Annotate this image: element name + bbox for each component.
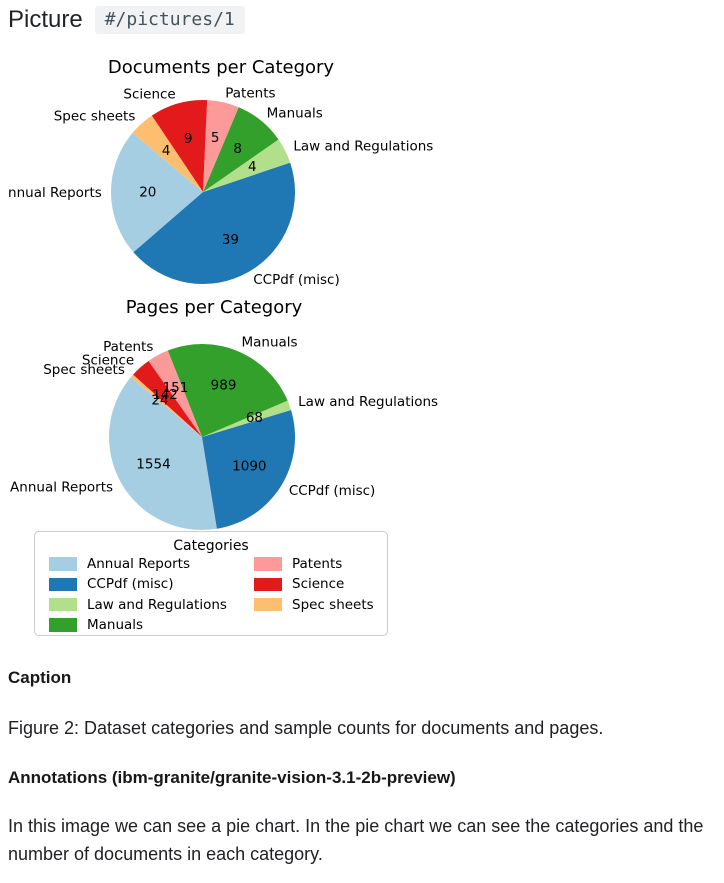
pie-slice-spec-sheets <box>132 115 203 192</box>
caption-text: Figure 2: Dataset categories and sample … <box>8 718 604 738</box>
slice-category-label: Manuals <box>241 335 297 351</box>
pie-slice-patents <box>203 100 239 192</box>
legend-entry-label: CCPdf (misc) <box>87 576 174 593</box>
pie-slice-ccpdf-misc- <box>133 162 295 284</box>
legend-swatch-icon <box>49 577 77 592</box>
slice-value-label: 4 <box>162 143 171 159</box>
slice-value-label: 1090 <box>232 459 266 475</box>
pie-charts-figure: 20 Annual Reports 39 CCPdf (misc) 4 Law and R… <box>8 57 438 530</box>
legend-entry: Patents <box>254 554 374 574</box>
picture-path-badge[interactable]: #/pictures/1 <box>94 6 245 34</box>
pie-slice-manuals <box>167 343 288 437</box>
slice-category-label: Law and Regulations <box>293 138 433 154</box>
legend-swatch-icon <box>254 597 282 612</box>
pie-slice-annual-reports <box>110 132 203 253</box>
pie-slice-annual-reports <box>109 377 217 530</box>
slice-category-label: Science <box>123 87 175 103</box>
legend-entry-label: Patents <box>292 556 343 573</box>
legend-entry: Annual Reports <box>49 554 227 574</box>
pie-slice-manuals <box>203 107 279 192</box>
legend-entry: Science <box>254 574 374 594</box>
caption-heading: Caption <box>8 668 72 687</box>
pie-chart-1: 20 Annual Reports 39 CCPdf (misc) 4 Law and R… <box>8 57 433 288</box>
legend-entry-label: Science <box>292 576 345 593</box>
slice-category-label: CCPdf (misc) <box>253 272 340 288</box>
annotations-heading: Annotations (ibm-granite/granite-vision-… <box>8 768 456 787</box>
pie-slice-science <box>151 99 208 192</box>
legend-swatch-icon <box>254 577 282 592</box>
legend-column-1: Annual Reports CCPdf (misc) Law and Regula… <box>49 554 227 635</box>
slice-category-label: Annual Reports <box>10 480 113 496</box>
pie-slice-spec-sheets <box>130 374 202 437</box>
legend-entry: Spec sheets <box>254 595 374 615</box>
legend-swatch-icon <box>49 618 77 632</box>
slice-value-label: 68 <box>246 410 263 426</box>
slice-value-label: 24 <box>151 392 168 408</box>
legend-swatch-icon <box>254 557 282 571</box>
slice-category-label: Patents <box>103 339 153 355</box>
chart-title: Pages per Category <box>126 297 303 318</box>
slice-category-label: CCPdf (misc) <box>289 483 376 499</box>
annotations-text: In this image we can see a pie chart. In… <box>8 816 704 864</box>
legend-entry: Law and Regulations <box>49 595 227 615</box>
slice-category-label: Law and Regulations <box>298 394 438 410</box>
slice-value-label: 989 <box>211 378 237 394</box>
slice-category-label: Science <box>82 352 134 368</box>
legend-entry-label: Manuals <box>87 617 144 634</box>
slice-value-label: 151 <box>163 380 189 396</box>
pie-slice-law-and-regulations <box>203 139 291 192</box>
pie-slice-law-and-regulations <box>202 400 291 437</box>
legend-entry: Manuals <box>49 615 227 635</box>
pie-slice-science <box>133 360 202 437</box>
legend-swatch-icon <box>49 557 77 571</box>
chart-title: Documents per Category <box>108 57 335 78</box>
pie-slice-ccpdf-misc- <box>202 409 296 529</box>
slice-value-label: 20 <box>139 184 156 200</box>
pie-chart-2: 1554 Annual Reports 1090 CCPdf (misc) 68 Law … <box>10 297 438 530</box>
pie-slice-patents <box>148 350 202 437</box>
legend-entry-label: Spec sheets <box>292 596 374 613</box>
slice-value-label: 39 <box>222 232 239 248</box>
page-header: Picture #/pictures/1 <box>8 6 245 34</box>
page-title: Picture <box>8 6 83 33</box>
slice-value-label: 9 <box>184 131 193 147</box>
slice-value-label: 1554 <box>136 457 170 473</box>
slice-category-label: Spec sheets <box>54 109 136 125</box>
slice-value-label: 8 <box>233 141 242 157</box>
legend-entry-label: Annual Reports <box>87 556 191 573</box>
legend-entry: CCPdf (misc) <box>49 574 227 594</box>
legend-title: Categories <box>173 538 249 554</box>
legend-column-2: Patents Science Spec sheets <box>254 554 374 615</box>
slice-category-label: Patents <box>225 85 275 101</box>
slice-category-label: Manuals <box>267 105 323 121</box>
slice-category-label: Spec sheets <box>43 362 125 378</box>
legend-swatch-icon <box>49 597 77 612</box>
legend-entry-label: Law and Regulations <box>87 596 227 613</box>
slice-value-label: 5 <box>211 130 220 146</box>
slice-value-label: 4 <box>248 159 257 175</box>
slice-category-label: Annual Reports <box>8 185 102 201</box>
chart-legend: Categories Annual Reports CCPdf (misc) Law… <box>34 531 388 636</box>
slice-value-label: 142 <box>152 387 178 403</box>
